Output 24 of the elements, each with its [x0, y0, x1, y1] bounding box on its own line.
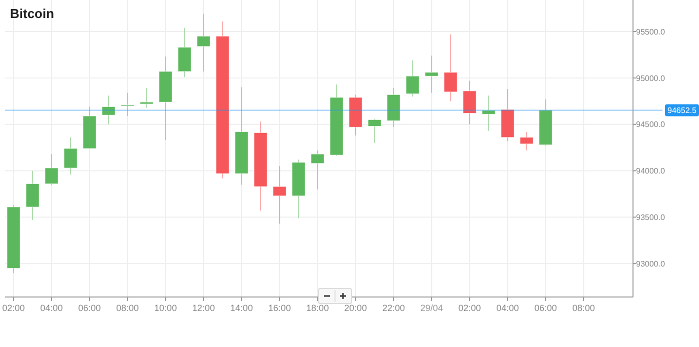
x-tick-label: 04:00 — [496, 303, 519, 313]
x-tick-label: 06:00 — [78, 303, 101, 313]
y-tick-label: 94000.0 — [636, 166, 666, 176]
y-tick-label: 94500.0 — [636, 120, 666, 130]
x-tick-label: 16:00 — [268, 303, 291, 313]
x-tick-label: 08:00 — [116, 303, 139, 313]
ref-line-label: 94652.5 — [668, 106, 698, 116]
x-tick-label: 18:00 — [306, 303, 329, 313]
x-tick-label: 08:00 — [572, 303, 595, 313]
y-tick-label: 93000.0 — [636, 259, 666, 268]
x-tick-label: 02:00 — [458, 303, 481, 313]
y-tick-label: 93500.0 — [636, 213, 666, 222]
text: Bitcoin — [10, 6, 54, 21]
x-tick-label: 29/04 — [420, 303, 443, 313]
x-tick-label: 04:00 — [40, 303, 63, 313]
x-tick-label: 12:00 — [192, 303, 215, 313]
x-tick-label: 20:00 — [344, 303, 367, 313]
y-tick-label: 95500.0 — [636, 27, 666, 36]
x-tick-label: 14:00 — [230, 303, 253, 313]
x-tick-label: 22:00 — [382, 303, 405, 313]
x-tick-label: 10:00 — [154, 303, 177, 313]
x-tick-label: 02:00 — [2, 303, 25, 313]
x-tick-label: 06:00 — [534, 303, 557, 313]
y-tick-label: 95000.0 — [636, 74, 666, 83]
